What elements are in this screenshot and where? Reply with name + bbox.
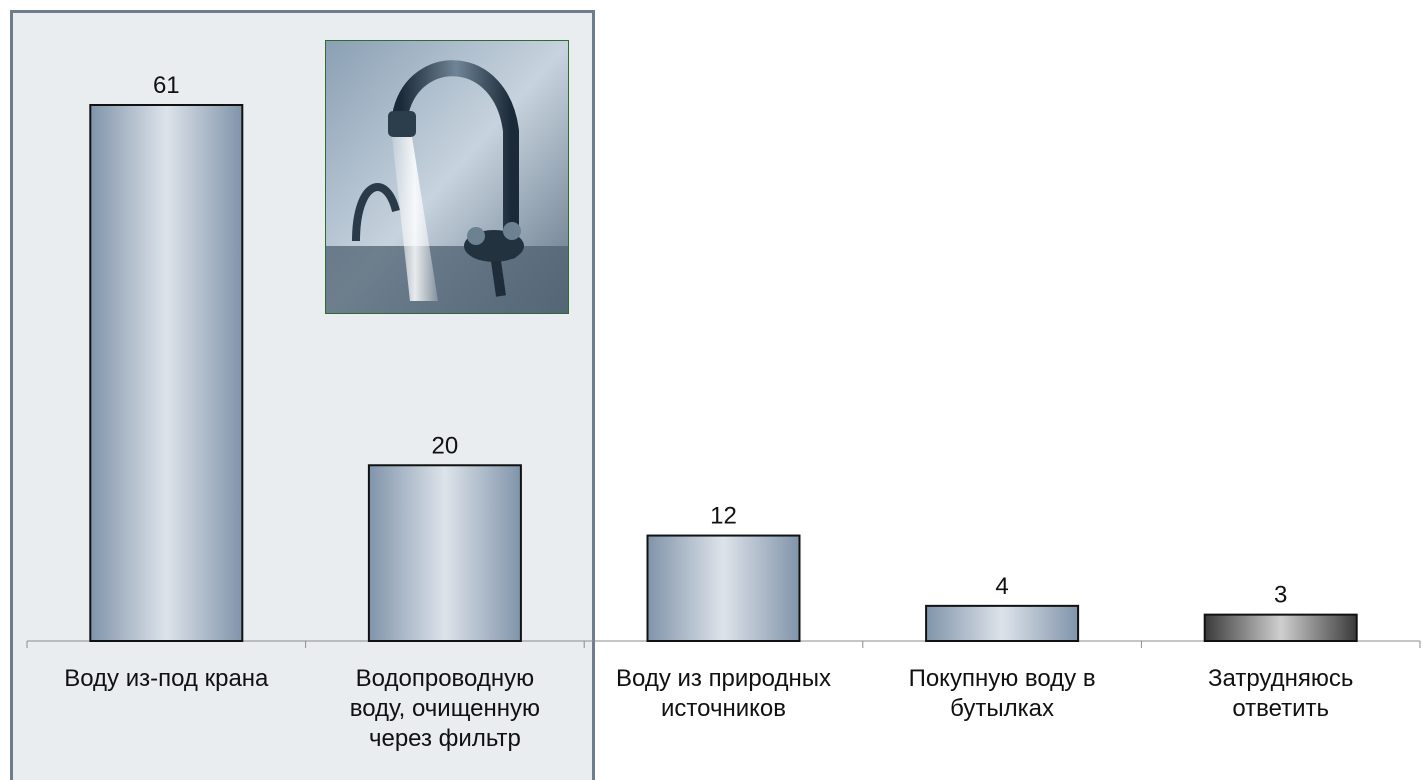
category-label: Затрудняюсь ответить <box>1208 665 1353 722</box>
bar-value-label: 3 <box>1274 582 1287 609</box>
bar <box>1203 613 1358 642</box>
bar <box>925 604 1080 643</box>
bar <box>89 104 244 642</box>
bar <box>646 534 801 642</box>
bar-value-label: 20 <box>432 432 459 459</box>
category-label: Воду из природных источников <box>616 665 831 722</box>
category-label: Воду из-под крана <box>64 665 269 692</box>
bar-value-label: 4 <box>995 573 1008 600</box>
bar-value-label: 12 <box>710 503 737 530</box>
bar <box>367 464 522 642</box>
bar-value-label: 61 <box>153 72 180 99</box>
water-faucet-photo-icon <box>325 40 569 314</box>
category-label: Покупную воду в бутылках <box>909 665 1096 722</box>
category-label: Водопроводную воду, очищенную через фильтр <box>350 665 540 752</box>
